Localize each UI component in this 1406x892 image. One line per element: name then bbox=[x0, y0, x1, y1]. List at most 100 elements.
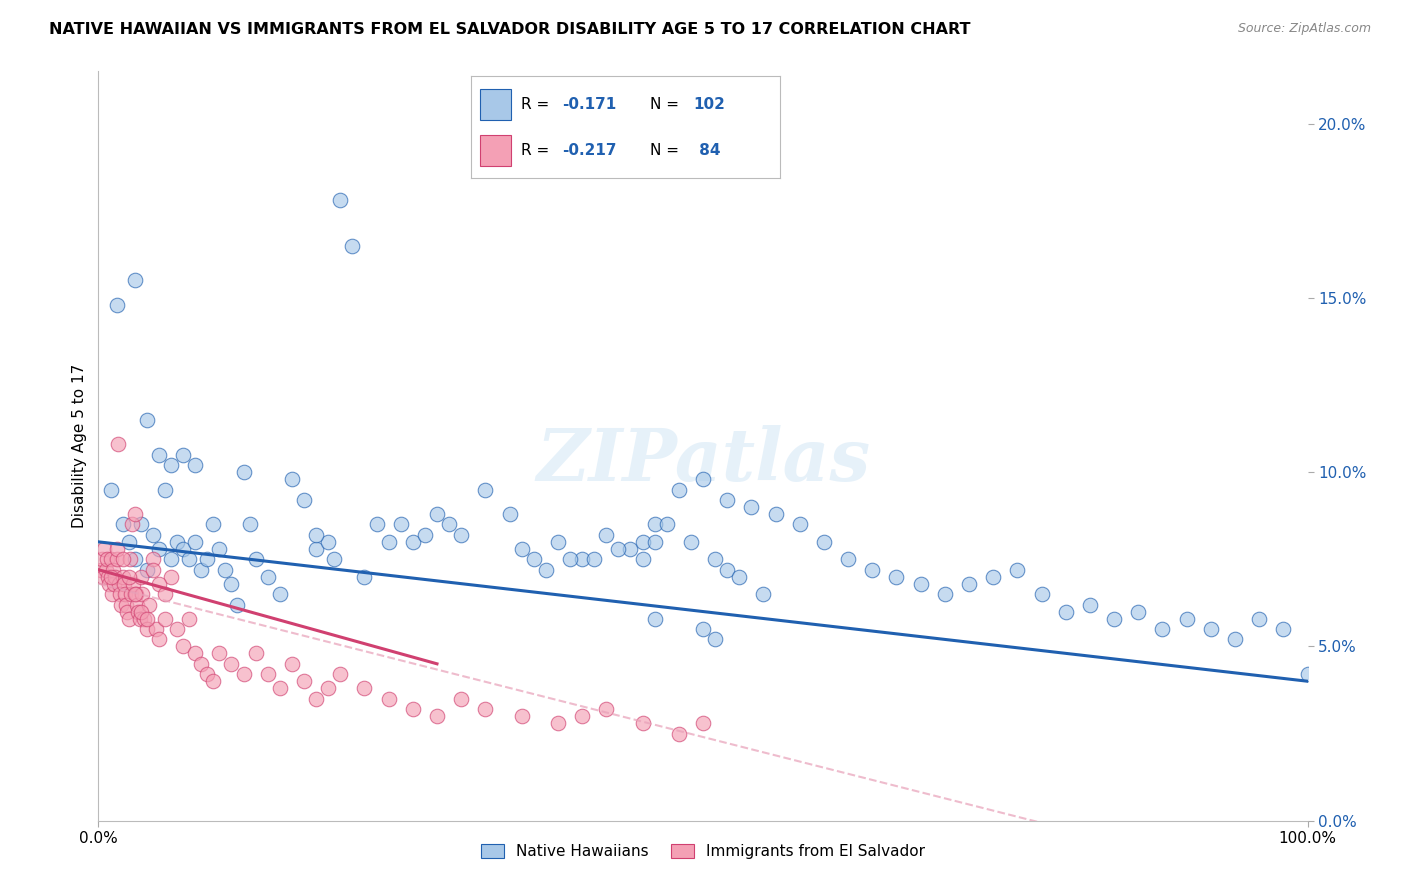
Point bbox=[112, 576, 135, 591]
Point bbox=[305, 528, 328, 542]
Point bbox=[135, 611, 157, 625]
Point bbox=[813, 534, 835, 549]
Point bbox=[118, 534, 141, 549]
Point bbox=[214, 563, 236, 577]
Point bbox=[389, 517, 412, 532]
Text: N =: N = bbox=[651, 97, 679, 112]
Point bbox=[353, 681, 375, 696]
Point bbox=[981, 570, 1004, 584]
Point bbox=[190, 563, 212, 577]
Point bbox=[305, 541, 328, 556]
Point bbox=[184, 458, 207, 472]
Text: Source: ZipAtlas.com: Source: ZipAtlas.com bbox=[1237, 22, 1371, 36]
Point bbox=[166, 622, 188, 636]
Point bbox=[474, 483, 496, 497]
Point bbox=[510, 541, 533, 556]
Y-axis label: Disability Age 5 to 17: Disability Age 5 to 17 bbox=[72, 364, 87, 528]
Point bbox=[789, 517, 811, 532]
Point bbox=[91, 552, 114, 566]
Point bbox=[740, 500, 762, 514]
Point bbox=[1272, 622, 1295, 636]
Point bbox=[281, 657, 304, 671]
Point bbox=[547, 534, 569, 549]
Point bbox=[716, 493, 738, 508]
Point bbox=[607, 541, 630, 556]
Legend: Native Hawaiians, Immigrants from El Salvador: Native Hawaiians, Immigrants from El Sal… bbox=[474, 838, 932, 865]
Point bbox=[402, 702, 425, 716]
Point bbox=[208, 646, 231, 660]
Point bbox=[692, 622, 714, 636]
Point bbox=[190, 657, 212, 671]
Point bbox=[704, 552, 727, 566]
Point bbox=[510, 709, 533, 723]
Point bbox=[426, 507, 449, 521]
Point bbox=[668, 483, 690, 497]
Point bbox=[108, 576, 131, 591]
Point bbox=[547, 716, 569, 731]
Point bbox=[1007, 563, 1029, 577]
Point bbox=[111, 552, 134, 566]
Bar bbox=[481, 136, 512, 166]
Point bbox=[1078, 598, 1101, 612]
Point bbox=[117, 605, 139, 619]
Point bbox=[342, 238, 364, 252]
Point bbox=[837, 552, 859, 566]
Point bbox=[124, 507, 146, 521]
Point bbox=[195, 552, 218, 566]
Point bbox=[179, 552, 201, 566]
Point bbox=[100, 483, 122, 497]
Point bbox=[145, 622, 167, 636]
Point bbox=[860, 563, 883, 577]
Point bbox=[437, 517, 460, 532]
Point bbox=[124, 552, 146, 566]
Text: 84: 84 bbox=[693, 144, 720, 158]
Point bbox=[329, 194, 352, 208]
Point bbox=[256, 667, 278, 681]
Point bbox=[1054, 605, 1077, 619]
Point bbox=[105, 298, 128, 312]
Point bbox=[1199, 622, 1222, 636]
Point bbox=[166, 534, 188, 549]
Point bbox=[127, 605, 149, 619]
Point bbox=[128, 611, 150, 625]
Point bbox=[226, 598, 249, 612]
Point bbox=[1249, 611, 1271, 625]
Point bbox=[366, 517, 388, 532]
Point bbox=[131, 587, 153, 601]
Text: NATIVE HAWAIIAN VS IMMIGRANTS FROM EL SALVADOR DISABILITY AGE 5 TO 17 CORRELATIO: NATIVE HAWAIIAN VS IMMIGRANTS FROM EL SA… bbox=[49, 22, 970, 37]
Point bbox=[110, 598, 132, 612]
Point bbox=[221, 576, 243, 591]
Point bbox=[127, 598, 149, 612]
Text: R =: R = bbox=[520, 97, 548, 112]
Point bbox=[108, 587, 131, 601]
Point bbox=[644, 611, 666, 625]
Point bbox=[704, 632, 727, 647]
Point bbox=[90, 563, 112, 577]
Point bbox=[107, 437, 129, 451]
Point bbox=[716, 563, 738, 577]
Text: ZIPatlas: ZIPatlas bbox=[536, 425, 870, 497]
Point bbox=[498, 507, 520, 521]
Point bbox=[1128, 605, 1150, 619]
Point bbox=[134, 611, 156, 625]
Point bbox=[208, 541, 231, 556]
Point bbox=[103, 576, 125, 591]
Point bbox=[135, 413, 157, 427]
Point bbox=[104, 570, 127, 584]
Point bbox=[195, 667, 218, 681]
Point bbox=[118, 570, 141, 584]
Point bbox=[111, 517, 134, 532]
Point bbox=[402, 534, 425, 549]
Point bbox=[221, 657, 243, 671]
Point bbox=[644, 534, 666, 549]
Point bbox=[129, 517, 152, 532]
Point bbox=[94, 563, 117, 577]
Point bbox=[148, 448, 170, 462]
Point bbox=[100, 552, 122, 566]
Point bbox=[148, 576, 170, 591]
Point bbox=[153, 587, 176, 601]
Point bbox=[202, 517, 225, 532]
Point bbox=[668, 726, 690, 740]
Point bbox=[292, 674, 315, 689]
Point bbox=[179, 611, 201, 625]
